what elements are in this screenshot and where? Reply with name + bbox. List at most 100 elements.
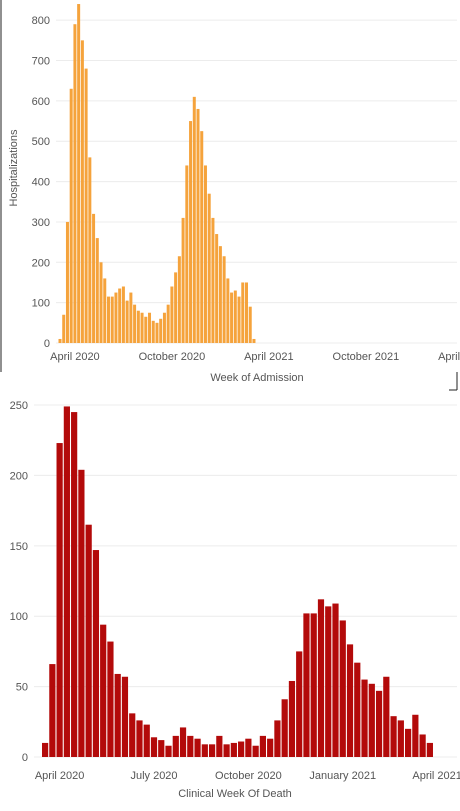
y-tick-label: 150 [10,541,28,553]
bar [187,735,194,757]
bar [375,690,383,757]
bar [63,406,70,757]
y-tick-label: 0 [22,752,28,764]
bar [252,338,256,343]
bar [177,256,181,343]
bar [339,620,346,757]
bar [114,292,118,343]
bar [196,108,200,343]
bar [296,651,303,757]
bar [107,641,114,757]
bar [241,282,245,343]
bar [150,737,158,757]
bar [230,292,234,343]
bar [181,217,185,343]
x-tick-label: October 2021 [333,351,400,363]
deaths-chart: 0 50 100 150 200 250 April 2020 July 2020 Octob… [10,400,460,800]
hospitalizations-chart: 0 100 200 300 400 500 600 700 800 April 2020 Octo… [0,0,460,391]
bar [121,286,125,343]
bar [103,278,107,343]
y-tick-label: 50 [16,682,28,694]
bar [174,272,178,343]
x-tick-label: April 2022 [438,351,460,363]
bar [332,603,339,757]
bar [158,740,165,757]
bar [216,735,223,757]
bar [65,221,69,343]
bar [118,288,122,343]
bar [166,304,170,343]
bar [69,88,73,343]
bar [252,745,259,757]
y-tick-label: 300 [32,217,50,229]
bar [114,673,121,757]
bar [368,683,375,757]
bar [77,4,81,343]
bar [140,312,144,343]
x-tick-label: October 2020 [139,351,206,363]
y-tick-label: 100 [10,611,28,623]
bar [325,606,332,757]
bar [218,246,222,343]
bar [170,286,174,343]
bar [84,68,88,343]
y-tick-label: 800 [32,15,50,27]
y-tick-label: 500 [32,136,50,148]
x-tick-label: October 2020 [215,770,282,782]
bar [85,524,92,757]
bar [100,624,107,757]
bar [288,680,296,757]
hospitalizations-chart-panel: 0 100 200 300 400 500 600 700 800 April 2020 Octo… [0,0,460,395]
y-axis-label: Hospitalizations [8,129,20,207]
bar [245,738,252,757]
bar [143,724,150,757]
y-tick-label: 400 [32,177,50,189]
x-tick-label: April 2020 [35,770,85,782]
bar [201,744,208,757]
x-axis-label: Clinical Week Of Death [178,788,292,800]
bar [136,310,140,343]
bar [95,238,99,343]
bar [361,679,368,757]
bar [110,296,114,343]
deaths-bars [42,406,433,757]
bar [390,716,397,757]
bar [223,744,230,757]
bar [80,40,84,344]
bar [92,213,96,343]
bar [192,96,196,343]
bar [200,131,204,343]
bar [136,720,143,757]
bar [237,296,241,343]
hospitalizations-y-ticks: 0 100 200 300 400 500 600 700 800 [32,15,50,350]
bar [58,338,62,343]
bar [172,735,179,757]
bar [259,735,266,757]
bar [207,193,211,343]
bar [179,727,187,757]
x-tick-label: April 2021 [244,351,294,363]
y-tick-label: 0 [44,338,50,350]
bar [383,676,390,757]
bar [185,165,189,343]
bar [397,720,404,757]
deaths-x-ticks: April 2020 July 2020 October 2020 January 2… [35,770,460,782]
bar [129,713,136,757]
bar [162,312,166,343]
x-tick-label: July 2020 [130,770,177,782]
bar [354,662,361,757]
x-tick-label: January 2021 [309,770,376,782]
bar [56,443,63,757]
bar [71,412,78,757]
y-tick-label: 700 [32,56,50,68]
y-tick-label: 600 [32,96,50,108]
bar [88,157,92,343]
bar [148,312,152,343]
bar [155,322,159,343]
bar [222,256,226,343]
bar [412,714,419,757]
bar [78,469,85,757]
bar [151,320,155,343]
y-tick-label: 100 [32,298,50,310]
bar [203,165,207,343]
